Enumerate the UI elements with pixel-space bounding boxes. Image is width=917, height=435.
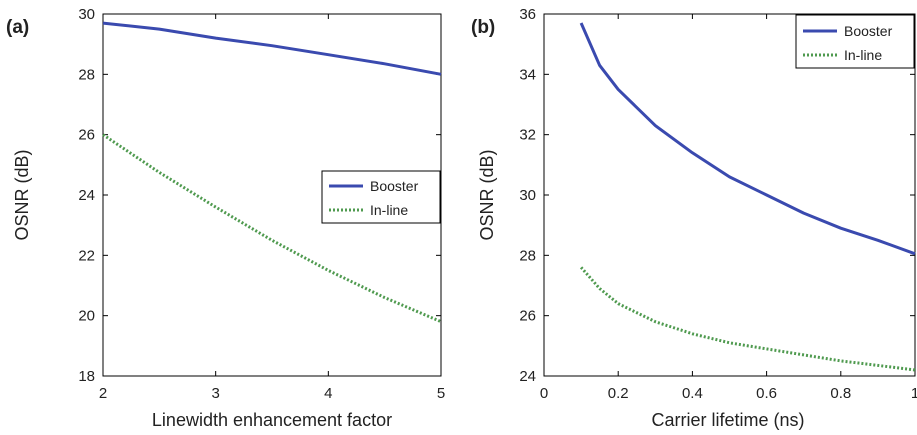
panel-b-legend-box — [795, 14, 915, 69]
panel-a-y-tick-label: 18 — [78, 368, 95, 385]
panel-b-y-tick-label: 26 — [519, 308, 536, 325]
chart-panel-b: (b) 0 0.2 0.4 0.6 0.8 1 24 26 28 30 32 34 36 Carrier… — [471, 6, 917, 430]
panel-a-y-tick-label: 26 — [78, 127, 95, 144]
panel-a-ticks: 2 3 4 5 18 20 22 24 26 28 30 — [78, 6, 445, 402]
panel-a-x-tick-label: 3 — [211, 385, 219, 402]
panel-b-label: (b) — [471, 17, 495, 38]
panel-b-legend-booster-label: Booster — [844, 23, 893, 39]
panel-a-y-axis-label: OSNR (dB) — [12, 149, 32, 240]
panel-b-y-tick-label: 24 — [519, 368, 536, 385]
panel-b-series-line-in-line — [579, 266, 916, 372]
panel-b-x-axis-label: Carrier lifetime (ns) — [651, 410, 804, 430]
chart-panel-a: (a) 2 3 4 5 18 20 22 24 26 28 30 Linewidth enhance… — [6, 6, 445, 430]
panel-b-y-tick-label: 32 — [519, 127, 536, 144]
panel-a-x-tick-label: 2 — [99, 385, 107, 402]
panel-a-x-tick-label: 4 — [324, 385, 332, 402]
panel-b-x-tick-label: 0 — [540, 385, 548, 402]
panel-a-legend: Booster In-line — [321, 170, 441, 224]
panel-b-legend: Booster In-line — [795, 14, 915, 69]
panel-b-ticks: 0 0.2 0.4 0.6 0.8 1 24 26 28 30 32 34 36 — [519, 6, 917, 402]
panel-b-y-axis-label: OSNR (dB) — [477, 149, 497, 240]
panel-b-y-tick-label: 30 — [519, 187, 536, 204]
panel-a-y-tick-label: 24 — [78, 187, 95, 204]
panel-b-y-tick-label: 28 — [519, 247, 536, 264]
panel-b-x-tick-label: 0.8 — [830, 385, 851, 402]
panel-a-x-tick-label: 5 — [437, 385, 445, 402]
panel-a-legend-box — [321, 170, 441, 224]
panel-b-plot-area — [579, 22, 916, 372]
panel-b-series-line-booster — [579, 22, 916, 256]
panel-b-x-tick-label: 0.6 — [756, 385, 777, 402]
panel-b-x-tick-label: 0.4 — [682, 385, 703, 402]
panel-b-legend-inline-label: In-line — [844, 47, 882, 63]
panel-a-series-line-in-line — [102, 133, 442, 324]
panel-b-y-tick-label: 34 — [519, 66, 536, 83]
panel-a-legend-booster-label: Booster — [370, 178, 419, 194]
panel-a-legend-inline-label: In-line — [370, 202, 408, 218]
panel-a-label: (a) — [6, 17, 29, 38]
panel-b-x-tick-label: 1 — [911, 385, 917, 402]
panel-a-series-line-booster — [102, 21, 442, 76]
panel-a-plot-area — [102, 21, 442, 324]
panel-a-x-axis-label: Linewidth enhancement factor — [152, 410, 392, 430]
panel-b-x-tick-label: 0.2 — [608, 385, 629, 402]
panel-a-y-tick-label: 30 — [78, 6, 95, 23]
panel-b-y-tick-label: 36 — [519, 6, 536, 23]
panel-a-y-tick-label: 22 — [78, 247, 95, 264]
panel-a-y-tick-label: 20 — [78, 308, 95, 325]
panel-a-y-tick-label: 28 — [78, 66, 95, 83]
